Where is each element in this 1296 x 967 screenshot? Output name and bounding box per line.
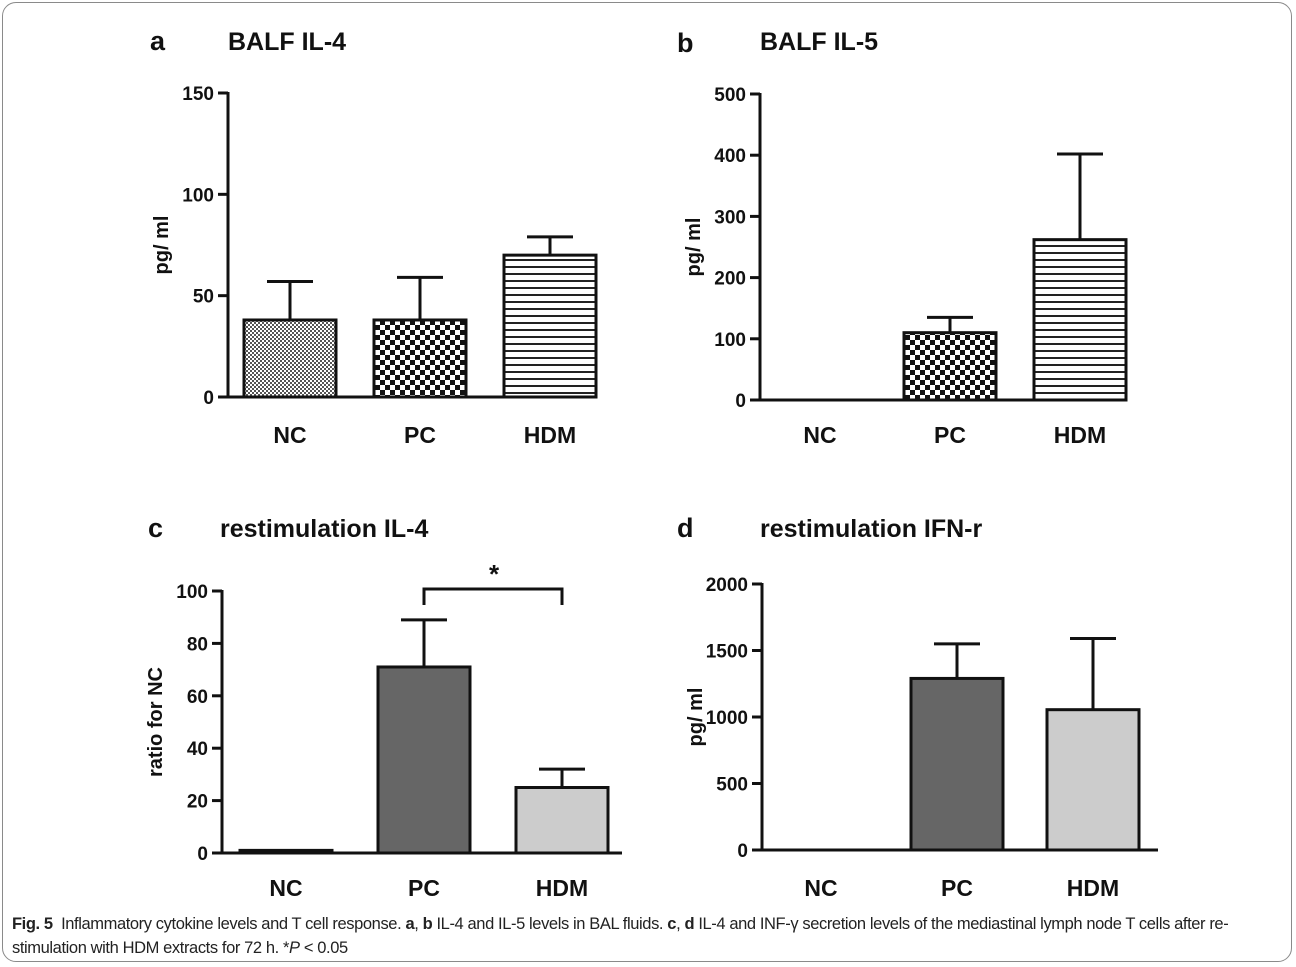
- chart-title: BALF IL-4: [228, 28, 346, 56]
- category-label-nc: NC: [269, 875, 302, 901]
- caption-p-symbol: P: [289, 939, 300, 957]
- bar-pc: [372, 318, 468, 399]
- y-tick-label: 300: [714, 207, 746, 228]
- y-tick-label: 0: [735, 391, 746, 412]
- bar-hdm: [514, 786, 610, 855]
- caption-text-4: < 0.05: [299, 939, 348, 957]
- panel-letter: c: [148, 513, 163, 543]
- chart-title: restimulation IL-4: [220, 515, 428, 543]
- y-tick-label: 60: [187, 687, 208, 708]
- bar-hdm: [502, 253, 598, 399]
- category-label-hdm: HDM: [524, 422, 576, 448]
- category-label-hdm: HDM: [1067, 875, 1119, 901]
- y-tick-label: 80: [187, 634, 208, 655]
- caption-panel-c: c: [667, 915, 677, 933]
- y-tick-label: 500: [714, 85, 746, 106]
- chart-title: BALF IL-5: [760, 28, 878, 56]
- y-tick-label: 100: [176, 582, 208, 603]
- panel-letter: b: [677, 28, 694, 58]
- category-label-nc: NC: [804, 875, 837, 901]
- caption-figure-label: Fig. 5: [12, 915, 53, 933]
- bar-hdm: [1045, 708, 1141, 852]
- y-tick-label: 200: [714, 269, 746, 290]
- caption-sep-1: ,: [414, 915, 423, 933]
- category-label-pc: PC: [941, 875, 973, 901]
- caption-text-2: IL-4 and IL-5 levels in BAL fluids.: [432, 915, 668, 933]
- category-label-hdm: HDM: [536, 875, 588, 901]
- chart-panel-a: a BALF IL-4 NC PC HDM 0 50 100 150 pg/ ml: [150, 26, 598, 448]
- chart-panel-c: c restimulation IL-4 NC PC HDM 0 20 40 60 80 100 ra…: [145, 513, 622, 901]
- caption-sep-2: ,: [676, 915, 685, 933]
- y-tick-label: 1500: [706, 642, 748, 663]
- y-tick-label: 100: [714, 330, 746, 351]
- y-axis-label: pg/ ml: [151, 216, 173, 275]
- y-tick-label: 0: [203, 388, 214, 409]
- category-label-pc: PC: [404, 422, 436, 448]
- panel-letter: a: [150, 26, 166, 56]
- caption-text-3: IL-4 and INF-γ secretion levels of the m…: [12, 915, 1229, 957]
- caption-panel-b: b: [422, 915, 433, 933]
- category-label-pc: PC: [934, 422, 966, 448]
- chart-panel-b: b BALF IL-5 NC PC HDM 0 100 200 300 400 500 pg/ ml: [677, 28, 1128, 448]
- bar-pc: [376, 665, 472, 855]
- y-tick-label: 40: [187, 739, 208, 760]
- bar-pc: [909, 676, 1005, 852]
- bar-pc: [902, 331, 998, 402]
- y-tick-label: 400: [714, 146, 746, 167]
- figure-charts: a BALF IL-4 NC PC HDM 0 50 100 150 pg/ ml b BALF IL…: [145, 26, 1158, 901]
- y-tick-label: 0: [737, 841, 748, 862]
- y-axis-label: ratio for NC: [145, 667, 167, 777]
- caption-panel-a: a: [405, 915, 415, 933]
- category-label-nc: NC: [803, 422, 836, 448]
- y-tick-label: 500: [716, 775, 748, 796]
- y-tick-label: 2000: [706, 575, 748, 596]
- chart-title: restimulation IFN-r: [760, 515, 983, 543]
- significance-mark: *: [489, 559, 500, 589]
- caption-panel-d: d: [684, 915, 695, 933]
- y-tick-label: 20: [187, 792, 208, 813]
- y-tick-label: 100: [182, 185, 214, 206]
- category-label-pc: PC: [408, 875, 440, 901]
- category-label-nc: NC: [273, 422, 306, 448]
- chart-panel-d: d restimulation IFN-r NC PC HDM 0 500 1000 1500 2…: [677, 513, 1158, 901]
- bar-nc: [242, 318, 338, 399]
- y-tick-label: 50: [193, 287, 214, 308]
- y-tick-label: 0: [197, 844, 208, 865]
- bar-hdm: [1032, 238, 1128, 402]
- category-label-hdm: HDM: [1054, 422, 1106, 448]
- y-axis-label: pg/ ml: [685, 688, 707, 747]
- panel-letter: d: [677, 513, 694, 543]
- figure-caption: Fig. 5 Inflammatory cytokine levels and …: [12, 912, 1282, 960]
- y-axis-label: pg/ ml: [683, 218, 705, 277]
- y-tick-label: 1000: [706, 708, 748, 729]
- caption-text-1: Inflammatory cytokine levels and T cell …: [61, 915, 406, 933]
- y-tick-label: 150: [182, 84, 214, 105]
- significance-bracket: [422, 587, 564, 605]
